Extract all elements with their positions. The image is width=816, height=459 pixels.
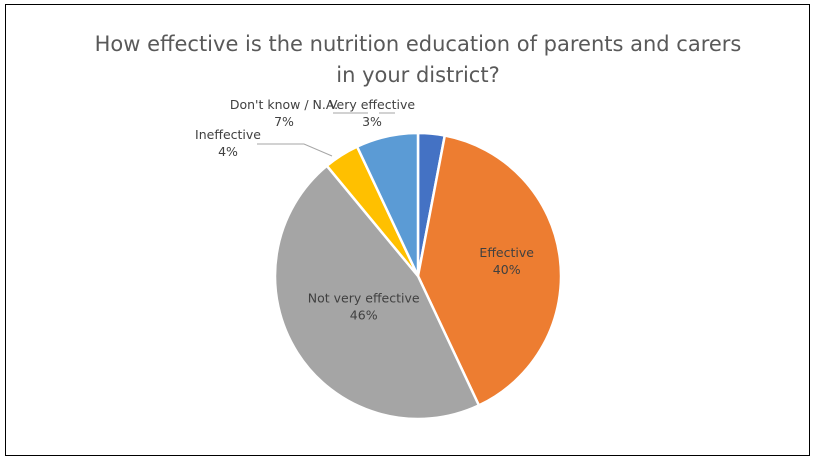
data-label-effective: Effective xyxy=(479,245,534,260)
chart-frame: How effective is the nutrition education… xyxy=(5,4,810,456)
pie-chart: How effective is the nutrition education… xyxy=(95,32,742,421)
pie-slice-not-very-effective xyxy=(273,164,481,421)
pie-slice-don-t-know-n-a xyxy=(355,131,420,278)
data-value-don-t-know-n-a: 7% xyxy=(274,114,294,129)
leader-line-ineffective xyxy=(257,143,333,157)
leader-lines xyxy=(257,112,395,157)
chart-title-line-2: in your district? xyxy=(336,63,499,87)
data-label-ineffective: Ineffective xyxy=(195,127,261,142)
data-value-not-very-effective: 46% xyxy=(350,308,378,323)
data-value-very-effective: 3% xyxy=(362,114,382,129)
data-label-not-very-effective: Not very effective xyxy=(308,291,420,306)
data-value-ineffective: 4% xyxy=(218,144,238,159)
data-label-don-t-know-n-a: Don't know / N.A. xyxy=(230,97,338,112)
data-value-effective: 40% xyxy=(493,262,521,277)
data-labels: Very effective 3% Effective 40% Not very eff… xyxy=(195,97,534,323)
pie-slices xyxy=(273,131,563,421)
data-label-very-effective: Very effective xyxy=(329,97,415,112)
chart-title-line-1: How effective is the nutrition education… xyxy=(95,32,742,56)
pie-slice-effective xyxy=(416,134,563,407)
